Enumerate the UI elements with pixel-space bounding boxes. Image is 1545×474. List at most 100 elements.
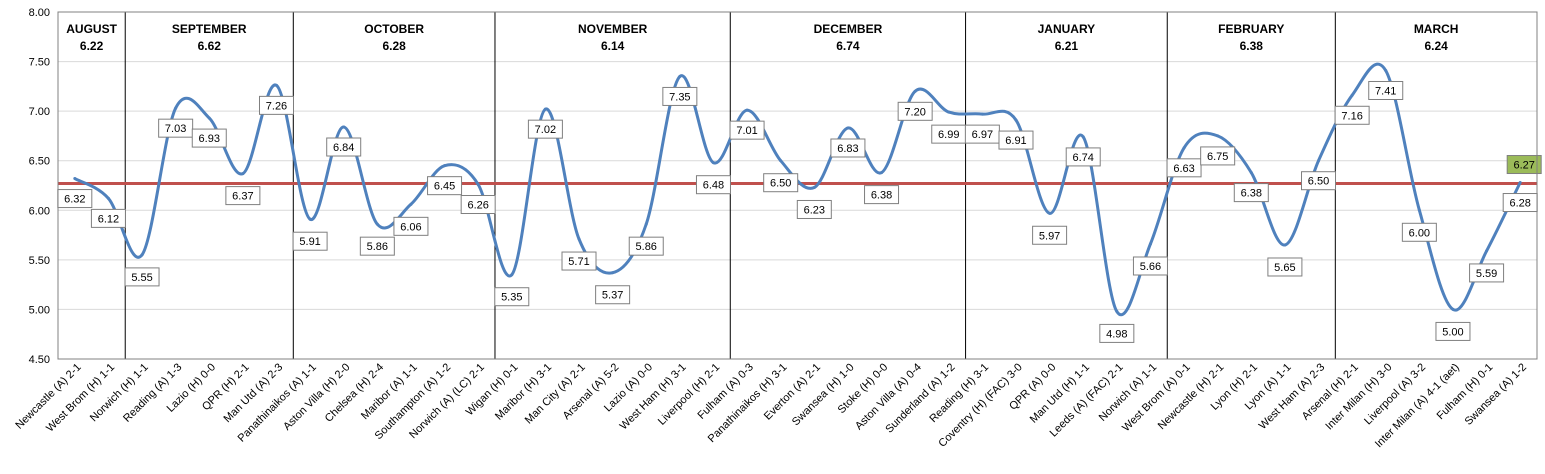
- data-label: 5.91: [292, 231, 328, 251]
- data-label: 7.20: [897, 101, 933, 121]
- data-label-box: [460, 195, 496, 215]
- data-label-text: 7.03: [165, 123, 186, 135]
- data-label-box: [561, 251, 597, 271]
- data-label: 5.35: [494, 287, 530, 307]
- y-tick-label: 6.00: [29, 205, 50, 217]
- average-label-text: 6.27: [1513, 160, 1534, 172]
- data-point: [174, 106, 178, 110]
- data-label-box: [830, 138, 866, 158]
- data-label: 7.26: [258, 95, 294, 115]
- month-dividers: [124, 12, 1336, 359]
- data-label-text: 6.00: [1409, 227, 1430, 239]
- data-label: 6.48: [695, 175, 731, 195]
- month-name: FEBRUARY: [1218, 22, 1284, 36]
- data-point: [241, 172, 245, 176]
- data-label: 7.35: [662, 86, 698, 106]
- data-label-text: 6.38: [1241, 188, 1262, 200]
- series-line-group: [73, 62, 1522, 316]
- data-label-text: 6.93: [199, 133, 220, 145]
- data-point: [745, 108, 749, 112]
- data-label: 6.63: [1166, 158, 1202, 178]
- data-label-text: 6.97: [972, 129, 993, 141]
- month-name: SEPTEMBER: [172, 22, 247, 36]
- x-tick-label: Liverpool (A) 3-2: [1362, 361, 1428, 427]
- data-label-box: [1469, 263, 1505, 283]
- data-label: 6.12: [90, 208, 126, 228]
- data-point: [1417, 208, 1421, 212]
- month-name: AUGUST: [66, 22, 117, 36]
- average-label-box: [1506, 155, 1542, 175]
- data-label: 7.41: [1368, 80, 1404, 100]
- data-point: [476, 183, 480, 187]
- data-label-box: [191, 128, 227, 148]
- data-point: [1115, 309, 1119, 313]
- data-label-box: [1132, 256, 1168, 276]
- data-label: 6.32: [57, 189, 93, 209]
- data-label: 6.75: [1200, 146, 1236, 166]
- data-label: 5.66: [1132, 256, 1168, 276]
- x-tick-label: Chelsea (H) 2-4: [323, 361, 386, 424]
- data-label: 6.00: [1401, 222, 1437, 242]
- data-label: 4.98: [1099, 323, 1135, 343]
- data-label-text: 7.01: [736, 125, 757, 137]
- data-label-text: 5.55: [131, 272, 152, 284]
- data-label-box: [124, 267, 160, 287]
- data-label-box: [662, 86, 698, 106]
- data-label-box: [427, 176, 463, 196]
- data-label-box: [326, 137, 362, 157]
- data-point: [1451, 307, 1455, 311]
- data-point: [812, 185, 816, 189]
- data-label-text: 5.65: [1274, 262, 1295, 274]
- month-average: 6.24: [1424, 39, 1448, 53]
- data-label-box: [359, 236, 395, 256]
- data-point: [1249, 171, 1253, 175]
- month-average: 6.38: [1240, 39, 1264, 53]
- data-label: 5.97: [1032, 225, 1068, 245]
- data-point: [1182, 146, 1186, 150]
- data-label-box: [527, 119, 563, 139]
- data-label-text: 5.97: [1039, 230, 1060, 242]
- data-point: [611, 271, 615, 275]
- data-point: [913, 89, 917, 93]
- data-point: [207, 116, 211, 120]
- data-label-box: [1065, 147, 1101, 167]
- data-label: 6.38: [1233, 183, 1269, 203]
- data-label-box: [763, 173, 799, 193]
- data-label: 7.01: [729, 120, 765, 140]
- month-average: 6.28: [382, 39, 406, 53]
- data-label: 6.38: [864, 185, 900, 205]
- data-point: [443, 164, 447, 168]
- data-label-box: [494, 287, 530, 307]
- data-label-text: 6.84: [333, 142, 354, 154]
- data-label-box: [729, 120, 765, 140]
- data-label: 6.26: [460, 195, 496, 215]
- data-point: [510, 273, 514, 277]
- data-label: 5.71: [561, 251, 597, 271]
- data-label: 5.37: [595, 285, 631, 305]
- data-point: [1148, 242, 1152, 246]
- data-label-text: 6.12: [98, 213, 119, 225]
- data-point: [106, 196, 110, 200]
- data-point: [342, 125, 346, 129]
- data-point: [1014, 118, 1018, 122]
- month-name: MARCH: [1414, 22, 1459, 36]
- data-label-text: 6.91: [1005, 135, 1026, 147]
- data-label-box: [258, 95, 294, 115]
- data-label-box: [1401, 222, 1437, 242]
- data-label-text: 7.16: [1341, 110, 1362, 122]
- month-name: NOVEMBER: [578, 22, 648, 36]
- data-label: 5.55: [124, 267, 160, 287]
- data-label-text: 6.50: [1308, 176, 1329, 188]
- data-label-text: 7.02: [535, 124, 556, 136]
- data-label-box: [158, 118, 194, 138]
- data-label-text: 6.74: [1073, 152, 1094, 164]
- data-label-text: 5.91: [299, 236, 320, 248]
- data-label: 6.28: [1502, 193, 1538, 213]
- data-label-text: 6.06: [400, 221, 421, 233]
- y-tick-label: 4.50: [29, 354, 50, 366]
- data-label: 5.59: [1469, 263, 1505, 283]
- data-label-text: 6.50: [770, 178, 791, 190]
- data-label: 5.86: [628, 236, 664, 256]
- data-point: [1081, 135, 1085, 139]
